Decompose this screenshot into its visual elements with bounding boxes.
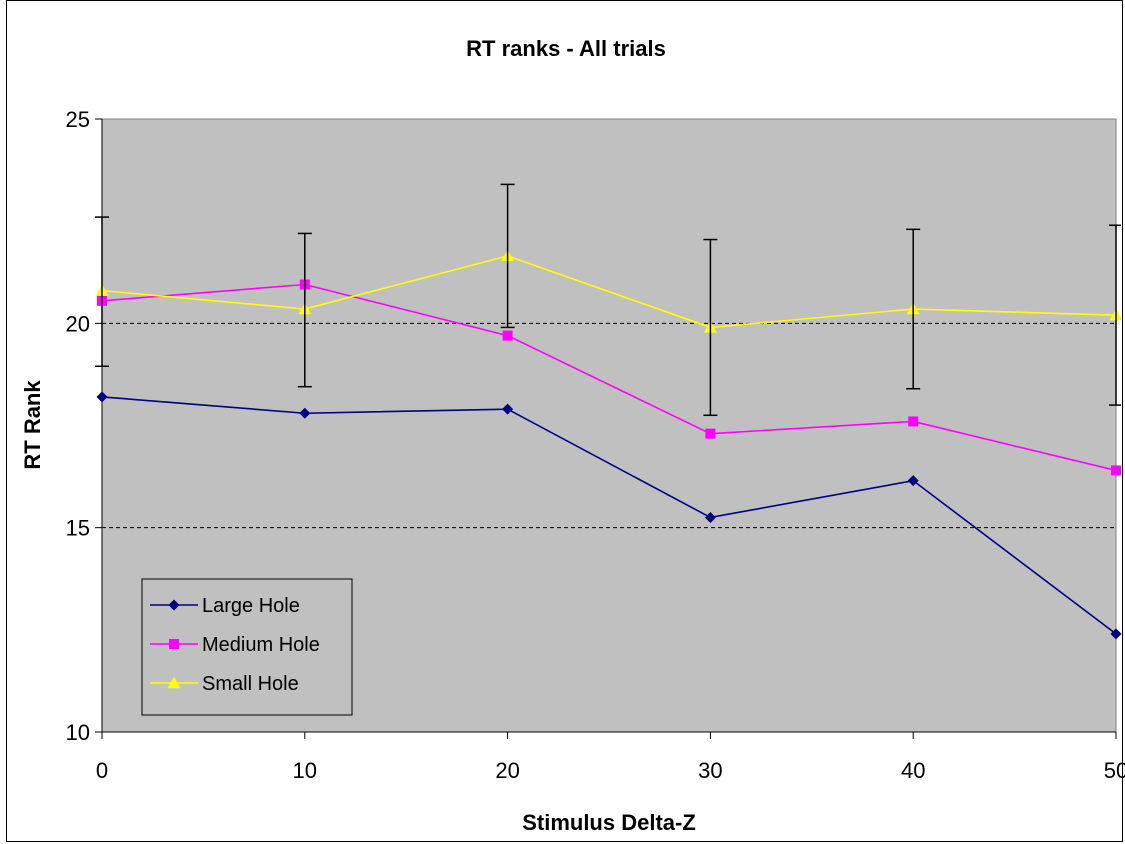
- x-tick-label: 30: [698, 758, 722, 783]
- data-point: [502, 330, 513, 341]
- series-layer: [95, 249, 1123, 640]
- data-point: [704, 511, 716, 523]
- data-point: [1111, 465, 1121, 476]
- chart-title: RT ranks - All trials: [466, 36, 666, 61]
- legend-item: Medium Hole: [150, 634, 320, 656]
- series-line: [101, 255, 1117, 329]
- legend-label: Small Hole: [202, 673, 299, 695]
- series-large-hole: [96, 391, 1122, 640]
- y-tick-label: 10: [66, 720, 90, 745]
- legend-item: Large Hole: [150, 595, 300, 617]
- legend: Large Hole Medium Hole Small Hole: [141, 578, 353, 716]
- x-tick-label: 10: [293, 758, 317, 783]
- data-point: [908, 416, 919, 427]
- y-axis-title: RT Rank: [20, 380, 45, 470]
- legend-label: Medium Hole: [202, 634, 320, 656]
- data-point: [705, 428, 716, 439]
- legend-marker: [169, 639, 179, 649]
- x-tick-label: 50: [1104, 758, 1125, 783]
- x-tick-label: 0: [96, 758, 108, 783]
- data-point: [502, 403, 514, 415]
- x-tick-label: 20: [495, 758, 519, 783]
- gridlines: [102, 322, 1116, 529]
- series-line: [101, 283, 1117, 472]
- data-point: [299, 407, 311, 419]
- data-point: [96, 391, 108, 403]
- legend-item: Small Hole: [150, 673, 299, 695]
- x-tick-label: 40: [901, 758, 925, 783]
- data-point: [1110, 628, 1122, 640]
- legend-label: Large Hole: [202, 595, 300, 617]
- x-axis-title: Stimulus Delta-Z: [522, 810, 696, 835]
- error-bars: [95, 183, 1121, 417]
- y-tick-label: 15: [66, 516, 90, 541]
- legend-marker: [167, 676, 181, 689]
- legend-marker: [168, 599, 180, 611]
- series-line: [101, 396, 1117, 635]
- data-point: [907, 475, 919, 487]
- y-tick-label: 25: [66, 107, 90, 132]
- y-tick-label: 20: [66, 311, 90, 336]
